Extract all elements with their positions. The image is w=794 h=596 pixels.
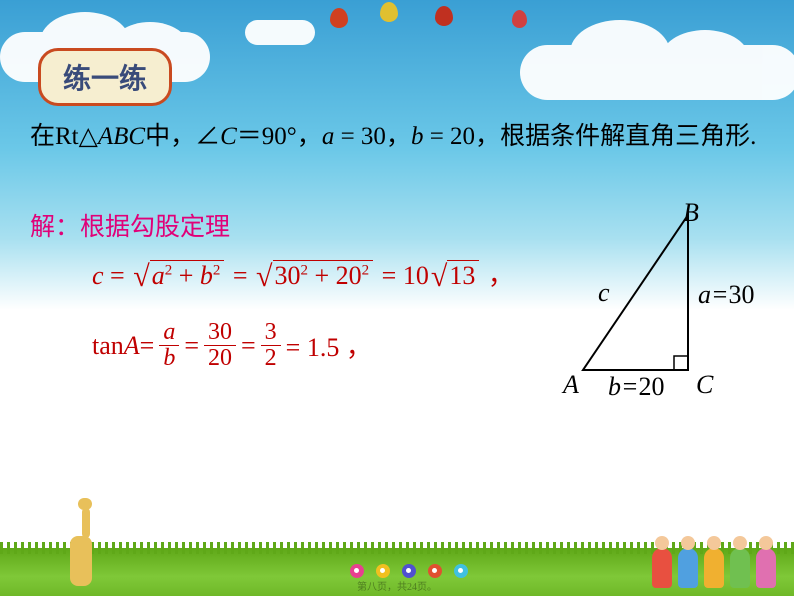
f2n: 30 (204, 320, 236, 345)
vertex-A: A (563, 370, 579, 400)
t-fn: tan (92, 331, 124, 361)
p-angleval: 90° (262, 123, 297, 150)
kid-icon (730, 548, 750, 588)
p-vb: = 20 (423, 123, 475, 150)
flowers-decor (350, 564, 468, 578)
equation-c: c = √a2 + b2 = √302 + 202 = 10√13 ， (92, 255, 514, 292)
f1d: b (159, 346, 179, 371)
frac-32: 32 (261, 320, 281, 371)
t-eq3: = (241, 331, 256, 361)
frac-ab: ab (159, 320, 179, 371)
eqc-lhs: c (92, 261, 104, 290)
r1a: a (152, 261, 165, 290)
title-text: 练一练 (63, 63, 147, 94)
p-anglevar: C (220, 123, 237, 150)
sqrt3: √13 (431, 258, 479, 292)
vertex-B: B (683, 198, 699, 228)
title-box: 练一练 (38, 48, 172, 106)
balloon-decor (380, 2, 398, 22)
solution-head: 解：根据勾股定理 (30, 207, 230, 243)
kid-icon (652, 548, 672, 588)
r1p: + (172, 261, 200, 290)
sa-l: a= (698, 280, 729, 309)
cloud-decor (245, 20, 315, 45)
eqc-tail: ， (481, 261, 514, 290)
f1n: a (159, 320, 179, 345)
p-s2: ， (386, 123, 411, 150)
p-s3: ， (475, 123, 500, 150)
f3d: 2 (261, 346, 281, 371)
sb-l: b= (608, 372, 639, 401)
balloon-decor (512, 10, 527, 28)
f2d: 20 (204, 346, 236, 371)
kids-decor (652, 548, 776, 588)
kid-icon (678, 548, 698, 588)
t-res: = 1.5 ， (286, 327, 372, 364)
r3: 13 (447, 260, 479, 290)
r1b: b (200, 261, 213, 290)
kid-icon (704, 548, 724, 588)
flower-icon (376, 564, 390, 578)
p-tri: ABC (98, 123, 145, 150)
sqrt2: √302 + 202 (256, 258, 373, 292)
side-c: c (598, 278, 610, 308)
frac-3020: 3020 (204, 320, 236, 371)
p-b: b (411, 123, 424, 150)
f3n: 3 (261, 320, 281, 345)
p-a: a (322, 123, 335, 150)
side-a: a=30 (698, 280, 755, 310)
r2p: + (308, 261, 336, 290)
t-eq1: = (140, 331, 155, 361)
p-mid1: 中，∠ (145, 123, 220, 150)
triangle-figure: B A C c a=30 b=20 (568, 200, 768, 410)
vertex-C: C (696, 370, 713, 400)
flower-icon (350, 564, 364, 578)
t-A: A (124, 331, 140, 361)
r1bs: 2 (213, 262, 221, 278)
p-va: = 30 (334, 123, 386, 150)
flower-icon (454, 564, 468, 578)
footer-text: 第八页，共24页。 (357, 578, 437, 593)
problem-statement: 在Rt△ABC中，∠C＝90°，a = 30，b = 20，根据条件解直角三角形… (30, 118, 770, 157)
kid-icon (756, 548, 776, 588)
sa-v: 30 (729, 280, 755, 309)
r220s: 2 (362, 262, 370, 278)
sqrt1: √a2 + b2 (133, 258, 224, 292)
p-s1: ， (297, 123, 322, 150)
balloon-decor (330, 8, 348, 28)
p-tail: 根据条件解直角三角形. (500, 123, 756, 150)
balloon-decor (435, 6, 453, 26)
t-eq2: = (184, 331, 199, 361)
r230s: 2 (301, 262, 309, 278)
equation-tan: tan A = ab = 3020 = 32 = 1.5 ， (92, 320, 372, 371)
r230: 30 (275, 261, 301, 290)
sb-v: 20 (639, 372, 665, 401)
giraffe-decor (70, 536, 92, 586)
cloud-decor (520, 45, 794, 100)
p-prefix: 在Rt△ (30, 123, 98, 150)
flower-icon (428, 564, 442, 578)
eqc-eq2: = (226, 261, 254, 290)
eqc-eq: = (104, 261, 132, 290)
right-angle-mark (674, 356, 688, 370)
r220: 20 (336, 261, 362, 290)
p-eq1: ＝ (237, 123, 262, 150)
side-b: b=20 (608, 372, 665, 402)
eqc-res: = 10 (375, 261, 429, 290)
flower-icon (402, 564, 416, 578)
